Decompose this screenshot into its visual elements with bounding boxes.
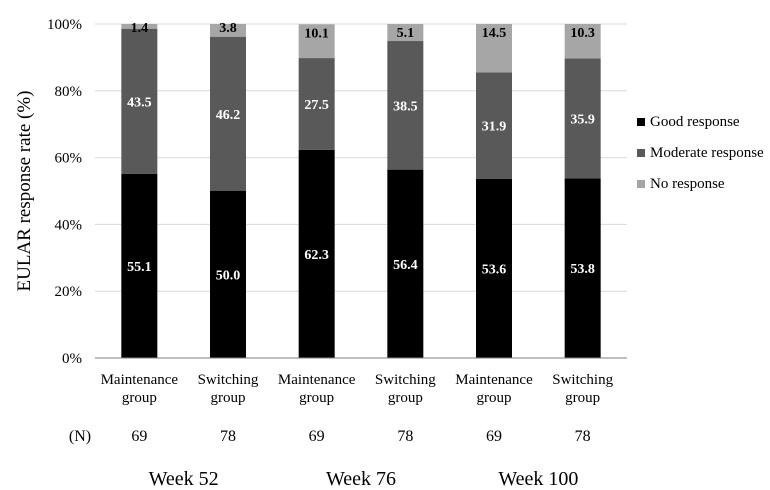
n-value: 69 bbox=[131, 428, 147, 445]
data-label: 35.9 bbox=[570, 112, 595, 127]
category-label-line: group bbox=[122, 390, 157, 406]
legend: Good response Moderate response No respons… bbox=[637, 114, 764, 192]
category-label-line: Maintenance bbox=[101, 372, 179, 388]
y-tick-label: 0% bbox=[62, 351, 82, 367]
bars bbox=[121, 24, 601, 358]
week-label: Week 76 bbox=[326, 468, 396, 490]
gridlines bbox=[95, 23, 627, 292]
legend-swatch bbox=[637, 149, 645, 157]
data-label: 50.0 bbox=[216, 269, 241, 284]
bar-moderate-response bbox=[476, 72, 512, 179]
category-label: Maintenance group bbox=[278, 372, 356, 406]
y-axis-label: EULAR response rate (%) bbox=[14, 90, 35, 291]
bar-moderate-response bbox=[210, 36, 246, 191]
week-group-labels: Week 52 Week 76 Week 100 bbox=[149, 468, 579, 490]
category-label-line: Switching bbox=[198, 372, 259, 388]
bar-good-response bbox=[210, 191, 246, 358]
bar-good-response bbox=[298, 149, 335, 358]
y-tick-label: 40% bbox=[55, 217, 83, 233]
n-values: 69 78 69 78 69 78 bbox=[131, 428, 590, 445]
legend-swatch bbox=[637, 180, 645, 188]
week-label: Week 52 bbox=[149, 468, 219, 490]
n-value: 69 bbox=[486, 428, 502, 445]
category-label: Maintenance group bbox=[455, 372, 533, 406]
category-label: Switching group bbox=[198, 372, 259, 406]
bar-no-response bbox=[121, 24, 158, 29]
data-label: 46.2 bbox=[216, 108, 241, 123]
bar-no-response bbox=[210, 24, 246, 37]
bar-good-response bbox=[564, 178, 601, 358]
category-label: Maintenance group bbox=[101, 372, 179, 406]
bar-no-response bbox=[564, 24, 601, 59]
bar-no-response bbox=[298, 24, 335, 59]
bar-moderate-response bbox=[121, 28, 158, 174]
data-label: 43.5 bbox=[127, 95, 152, 110]
category-label-line: group bbox=[211, 390, 246, 406]
category-label-line: group bbox=[565, 390, 600, 406]
category-label: Switching group bbox=[375, 372, 436, 406]
category-label: Switching group bbox=[552, 372, 613, 406]
data-label: 62.3 bbox=[304, 248, 329, 263]
legend-label: Moderate response bbox=[650, 145, 764, 161]
bar-good-response bbox=[476, 178, 512, 358]
category-label-line: Switching bbox=[375, 372, 436, 388]
data-label: 55.1 bbox=[127, 260, 152, 275]
data-label: 56.4 bbox=[393, 258, 418, 273]
y-axis-ticks: 0% 20% 40% 60% 80% 100% bbox=[47, 17, 82, 367]
category-label-line: group bbox=[477, 390, 512, 406]
category-label-line: group bbox=[299, 390, 334, 406]
n-row-label: (N) bbox=[69, 428, 91, 445]
category-label-line: Maintenance bbox=[455, 372, 533, 388]
legend-swatch bbox=[637, 118, 645, 126]
category-label-line: group bbox=[388, 390, 423, 406]
week-label: Week 100 bbox=[498, 468, 578, 490]
y-tick-label: 80% bbox=[55, 84, 83, 100]
y-tick-label: 60% bbox=[55, 151, 83, 167]
data-label: 1.4 bbox=[131, 21, 149, 36]
data-label: 53.6 bbox=[482, 262, 507, 277]
legend-label: No response bbox=[650, 176, 725, 192]
bar-good-response bbox=[121, 173, 158, 358]
bar-moderate-response bbox=[387, 41, 424, 170]
n-value: 78 bbox=[220, 428, 236, 445]
data-labels: 55.1 43.5 1.4 50.0 46.2 3.8 62.3 27.5 10.1 56.4 38… bbox=[127, 21, 595, 284]
data-label: 14.5 bbox=[482, 26, 507, 41]
data-label: 3.8 bbox=[219, 21, 237, 36]
data-label: 10.3 bbox=[570, 26, 595, 41]
data-label: 31.9 bbox=[482, 120, 507, 135]
y-tick-label: 20% bbox=[55, 284, 83, 300]
bar-no-response bbox=[387, 24, 424, 42]
n-value: 78 bbox=[575, 428, 591, 445]
bar-moderate-response bbox=[564, 58, 601, 179]
bar-moderate-response bbox=[298, 58, 335, 150]
data-label: 10.1 bbox=[304, 26, 329, 41]
legend-label: Good response bbox=[650, 114, 740, 130]
category-label-line: Switching bbox=[552, 372, 613, 388]
bar-good-response bbox=[387, 169, 424, 358]
y-tick-label: 100% bbox=[47, 17, 82, 33]
category-label-line: Maintenance bbox=[278, 372, 356, 388]
data-label: 53.8 bbox=[570, 262, 595, 277]
data-label: 38.5 bbox=[393, 99, 418, 114]
data-label: 27.5 bbox=[304, 98, 329, 113]
bar-no-response bbox=[476, 24, 512, 73]
data-label: 5.1 bbox=[397, 26, 415, 41]
n-value: 78 bbox=[397, 428, 413, 445]
n-value: 69 bbox=[309, 428, 325, 445]
